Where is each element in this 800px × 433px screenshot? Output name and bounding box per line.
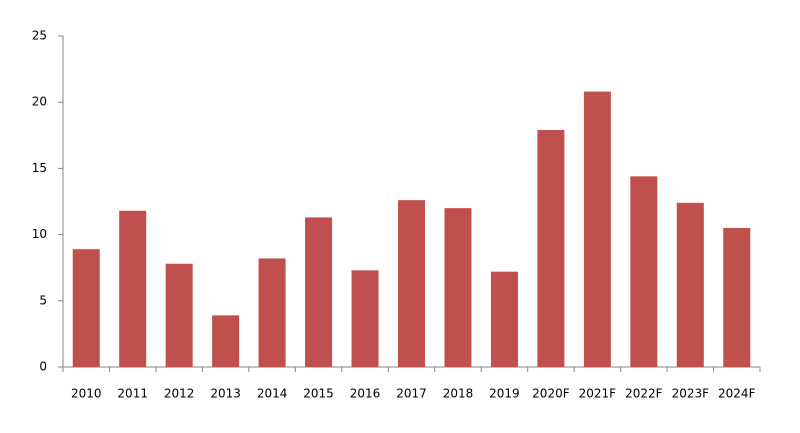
x-tick-label: 2012 (164, 387, 195, 401)
x-tick-label: 2020F (532, 387, 570, 401)
x-tick-label: 2018 (443, 387, 474, 401)
bar (723, 227, 751, 367)
bar (165, 263, 193, 367)
bar (351, 270, 379, 367)
bar (583, 91, 611, 367)
bar (72, 249, 100, 367)
x-tick-label: 2014 (257, 387, 288, 401)
bar (676, 202, 704, 367)
bar (444, 208, 472, 367)
x-tick-label: 2021F (579, 387, 617, 401)
x-tick-label: 2011 (117, 387, 148, 401)
y-tick-label: 15 (32, 161, 47, 175)
x-tick-label: 2010 (71, 387, 102, 401)
bar (258, 258, 286, 367)
bar (212, 315, 240, 367)
bar (630, 176, 658, 367)
y-tick-label: 25 (32, 29, 47, 43)
y-tick-label: 0 (39, 360, 47, 374)
x-tick-label: 2013 (210, 387, 241, 401)
bar (398, 200, 425, 367)
bar (537, 130, 565, 367)
y-tick-label: 20 (32, 95, 47, 109)
x-tick-label: 2017 (396, 387, 427, 401)
x-tick-label: 2015 (303, 387, 334, 401)
y-tick-label: 10 (32, 227, 47, 241)
x-tick-label: 2022F (625, 387, 663, 401)
y-tick-label: 5 (39, 293, 47, 307)
bar (119, 210, 147, 367)
x-tick-label: 2016 (350, 387, 381, 401)
bar (490, 271, 518, 367)
bar (305, 217, 333, 367)
x-tick-label: 2023F (672, 387, 710, 401)
x-tick-label: 2024F (718, 387, 756, 401)
x-tick-label: 2019 (489, 387, 520, 401)
